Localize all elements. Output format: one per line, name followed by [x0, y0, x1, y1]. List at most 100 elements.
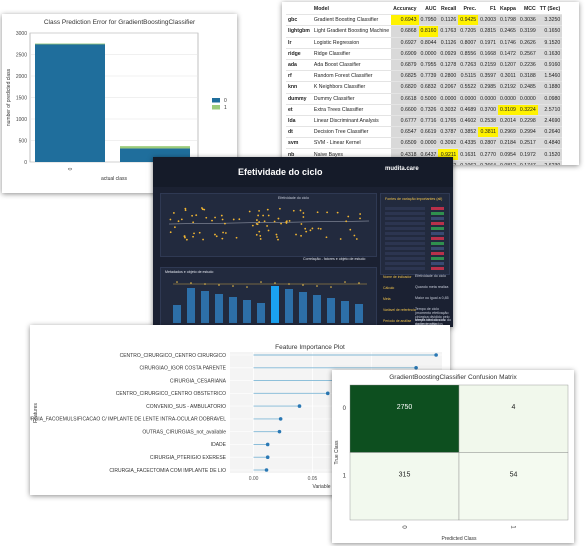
y-tick-label: 3000	[16, 31, 27, 37]
scatter-dot	[266, 208, 269, 211]
scatter-dot	[224, 222, 226, 225]
dashboard-marker	[246, 286, 248, 288]
metric-cell: 3.3250	[537, 14, 563, 26]
scatter-dot	[202, 238, 204, 241]
variance-row-bar	[385, 217, 425, 220]
model-name-cell: Light Gradient Boosting Machine	[313, 28, 390, 35]
metric-cell: 0.6437	[418, 148, 439, 161]
legend-label: 0	[224, 98, 227, 104]
scatter-dot	[180, 218, 183, 221]
scatter-dot	[336, 211, 339, 214]
metric-cell: 0.2067	[438, 81, 459, 93]
column-header: MCC	[523, 6, 536, 13]
confusion-matrix-card: GradientBoostingClassifier Confusion Mat…	[332, 370, 574, 543]
table-row: lightgbm Light Gradient Boosting Machine 0…	[286, 25, 563, 38]
feature-label: CIRURGIA_FACECTOMIA COM IMPLANTE DE LIO	[109, 468, 226, 474]
metric-cell: 0.1746	[498, 37, 518, 49]
metric-cell: 0.8160	[418, 25, 439, 38]
x-tick-label: 1	[510, 525, 516, 529]
confusion-matrix-title: GradientBoostingClassifier Confusion Mat…	[389, 374, 517, 381]
metric-cell: 0.1971	[478, 37, 499, 49]
variance-row-bar	[385, 247, 425, 250]
scatter-dot	[359, 213, 362, 215]
scatter-dot	[232, 218, 235, 221]
metric-cell: 0.7950	[418, 14, 439, 26]
model-name-cell: Ada Boost Classifier	[313, 62, 361, 69]
table-row: gbc Gradient Boosting Classifier 0.6943 0.7…	[286, 14, 563, 26]
x-tick-label: 0	[66, 168, 72, 171]
metric-cell: 0.5000	[418, 93, 439, 105]
scatter-dot	[224, 232, 227, 234]
dashboard-panel: Efetividade do ciclo mudita.care Efetivi…	[153, 157, 453, 327]
scatter-dot	[316, 211, 319, 214]
class-error-title: Class Prediction Error for GradientBoost…	[43, 19, 196, 26]
dashboard-marker	[358, 282, 360, 284]
scatter-dot	[279, 207, 281, 210]
metric-cell: 0.4318	[391, 148, 419, 161]
model-id-cell: lda	[288, 117, 296, 124]
cell-value: 315	[399, 471, 411, 478]
scatter-dot	[221, 237, 224, 240]
metric-cell: 0.6879	[391, 59, 419, 71]
metric-cell: 0.0000	[498, 93, 518, 105]
metric-cell: 0.8007	[458, 37, 479, 49]
scatter-dot	[339, 238, 342, 240]
scatter-dot	[198, 231, 201, 234]
scatter-dot	[276, 236, 278, 238]
metric-cell: 0.3199	[517, 25, 538, 38]
metric-cell: 0.8556	[458, 48, 479, 60]
dashboard-bar	[341, 301, 349, 323]
column-header: Recall	[440, 6, 457, 13]
dashboard-marker	[302, 284, 304, 286]
model-id-cell: nb	[288, 151, 295, 158]
y-tick-label: 1000	[16, 117, 27, 123]
scatter-dot	[215, 235, 218, 238]
dashboard-bar	[299, 292, 307, 323]
scatter-dot	[309, 229, 312, 232]
metric-cell: 0.3188	[517, 70, 538, 82]
metric-cell: 0.2969	[498, 126, 518, 138]
x-tick-label: 0.05	[308, 476, 318, 482]
scatter-dot	[300, 223, 303, 225]
scatter-dot	[238, 218, 241, 221]
metric-cell: 0.5115	[458, 70, 479, 82]
scatter-dot	[255, 222, 258, 225]
dashboard-marker	[274, 282, 276, 284]
scatter-dot	[251, 224, 254, 227]
metric-cell: 2.6230	[537, 160, 563, 165]
variance-row-bar	[385, 222, 425, 225]
metric-cell: 0.2184	[498, 137, 518, 149]
scatter-dot	[302, 216, 305, 218]
metric-cell: 0.7263	[458, 59, 479, 71]
scatter-dot	[205, 216, 208, 219]
variance-row-bar	[385, 232, 425, 235]
metric-cell: 0.6547	[391, 126, 419, 138]
variance-row-bar	[385, 262, 425, 265]
metric-cell: 0.2985	[478, 81, 499, 93]
table-row: rf Random Forest Classifier 0.6825 0.7739 0.…	[286, 70, 563, 82]
scatter-dot	[266, 225, 268, 227]
column-header: Model	[313, 6, 329, 13]
x-axis-label: actual class	[101, 176, 128, 182]
dashboard-marker	[330, 286, 332, 288]
feature-label: IDADE	[211, 442, 227, 448]
dashboard-marker	[316, 285, 318, 287]
table-header-row: Model Accuracy AUC Recall Prec. F1 Kappa MCC TT …	[286, 4, 562, 15]
dashboard-bar	[313, 295, 321, 323]
variance-panel: Fontes de variação importantes (all)	[380, 193, 450, 275]
scatter-dot	[305, 230, 308, 233]
model-id-cell: gbc	[288, 17, 298, 24]
variance-row-bar	[385, 227, 425, 230]
scatter-dot	[300, 234, 302, 237]
table-row: dt Decision Tree Classifier 0.6547 0.6619 0.…	[286, 126, 563, 138]
metadata-title: Metadados e objeto de estudo	[165, 270, 214, 274]
lollipop-dot	[297, 404, 302, 408]
metric-cell: 0.2192	[498, 81, 518, 93]
metric-cell: 0.2159	[478, 59, 499, 71]
variance-row-bar	[385, 267, 425, 270]
metadata-value: Maior ou igual a 0,85	[415, 296, 449, 300]
model-id-cell: dt	[288, 129, 293, 136]
x-axis-label: Variable Im	[313, 484, 338, 490]
scatter-dot	[288, 219, 291, 222]
scatter-dot	[191, 214, 193, 217]
